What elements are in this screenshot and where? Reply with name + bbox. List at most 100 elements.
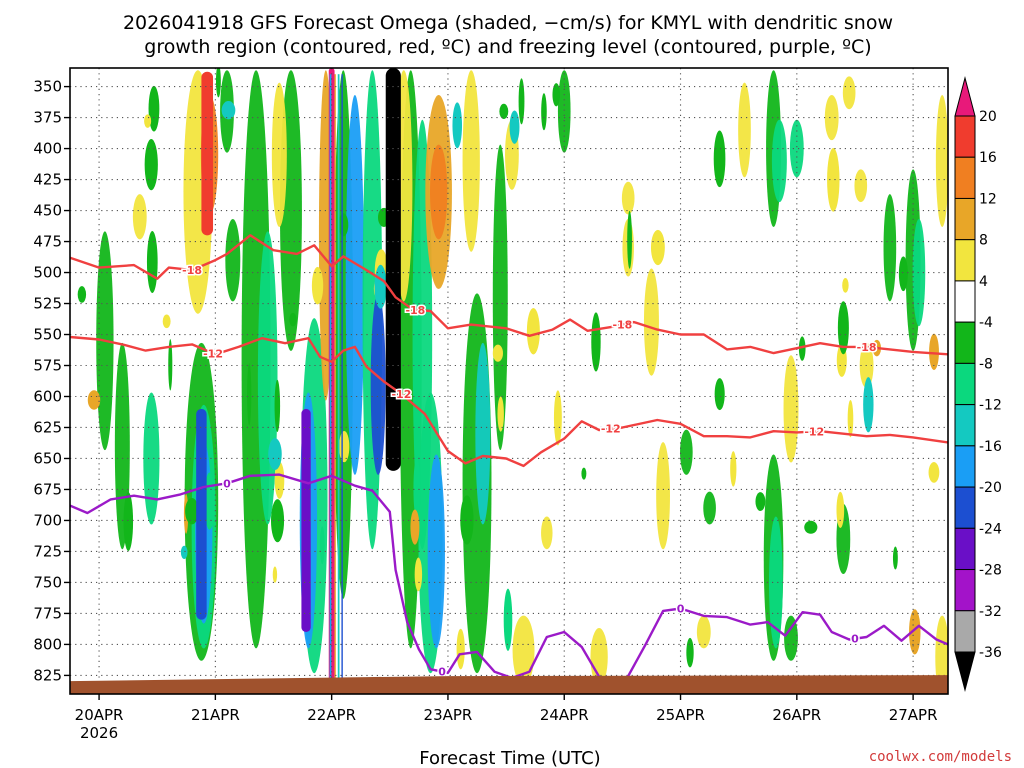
omega-patch-2 xyxy=(319,526,325,565)
colorbar-label-10: -24 xyxy=(979,521,1002,537)
y-tick-label-8: 550 xyxy=(33,326,62,344)
omega-blob-26 xyxy=(429,144,448,240)
freezing-level-0-label-2: 0 xyxy=(851,633,859,646)
y-tick-label-10: 600 xyxy=(33,387,62,405)
omega-patch-1 xyxy=(509,110,520,144)
omega-blob-38 xyxy=(680,429,693,475)
omega-patch-29 xyxy=(627,210,632,269)
omega-blob-56 xyxy=(935,615,948,694)
colorbar-swatch-3 xyxy=(954,197,976,241)
dgz-minus-18-label-1: -18 xyxy=(405,304,425,317)
y-tick-label-3: 425 xyxy=(33,171,62,189)
omega-patch-65 xyxy=(492,344,503,362)
omega-patch-19 xyxy=(929,333,939,371)
x-axis-title: Forecast Time (UTC) xyxy=(419,748,600,768)
omega-patch-42 xyxy=(270,499,285,543)
colorbar-swatch-9 xyxy=(954,445,976,488)
dgz-minus-18-label-3: -18 xyxy=(857,341,877,354)
omega-blob-50 xyxy=(842,76,856,110)
omega-patch-50 xyxy=(268,438,282,470)
omega-patch-57 xyxy=(714,378,725,411)
omega-patch-44 xyxy=(847,400,854,438)
omega-patch-39 xyxy=(928,462,940,483)
omega-patch-11 xyxy=(148,85,160,132)
title-line-2: growth region (contoured, red, ºC) and f… xyxy=(144,36,871,58)
omega-blob-52 xyxy=(883,194,897,302)
colorbar-label-1: 16 xyxy=(979,150,997,166)
omega-patch-33 xyxy=(503,588,513,651)
dgz-minus-12-label-2: -12 xyxy=(601,423,621,436)
omega-patch-61 xyxy=(374,264,387,309)
omega-patch-46 xyxy=(123,492,134,552)
colorbar-label-3: 8 xyxy=(979,233,988,249)
omega-blob-33 xyxy=(557,70,571,153)
omega-patch-68 xyxy=(804,520,818,534)
colorbar-top-arrow xyxy=(954,76,976,117)
y-tick-label-7: 525 xyxy=(33,295,62,313)
omega-patch-18 xyxy=(77,286,87,303)
y-tick-label-2: 400 xyxy=(33,140,62,158)
colorbar-swatch-8 xyxy=(954,404,976,447)
x-axis: 20APR 21APR 22APR 23APR 24APR 25APR 26APR 27APR… xyxy=(75,694,938,742)
omega-patch-69 xyxy=(339,430,350,463)
x-year-label: 2026 xyxy=(80,724,118,742)
ground-terrain xyxy=(70,675,948,694)
omega-patch-45 xyxy=(289,312,297,327)
omega-patch-7 xyxy=(274,379,281,432)
colorbar-swatch-10 xyxy=(954,486,976,529)
omega-patch-23 xyxy=(87,390,101,410)
omega-blob-3 xyxy=(132,194,147,240)
dgz-minus-12-line xyxy=(70,335,948,468)
y-tick-label-18: 800 xyxy=(33,635,62,653)
omega-patch-32 xyxy=(526,308,540,355)
colorbar-swatch-4 xyxy=(954,239,976,282)
x-tick-label-7: 27APR xyxy=(889,706,938,724)
omega-patch-60 xyxy=(842,278,849,293)
omega-patch-3 xyxy=(274,461,285,499)
omega-patch-56 xyxy=(553,390,562,446)
omega-blob-24 xyxy=(427,454,445,649)
colorbar-swatch-13 xyxy=(954,610,976,653)
omega-patch-35 xyxy=(863,377,874,433)
omega-patch-20 xyxy=(180,545,188,560)
plot-area: -18 -18 -18 -18 -12 -12 -12 -12 0 0 0 0 xyxy=(69,67,949,695)
colorbar-bottom-arrow xyxy=(954,651,976,692)
omega-blob-51 xyxy=(854,169,868,203)
y-tick-label-11: 625 xyxy=(33,418,62,436)
omega-blob-27 xyxy=(462,70,480,252)
dgz-minus-12-label-3: -12 xyxy=(804,426,824,439)
colorbar-swatch-6 xyxy=(954,321,976,364)
y-tick-label-1: 375 xyxy=(33,109,62,127)
omega-blob-12 xyxy=(271,82,287,227)
omega-streak-3 xyxy=(341,74,343,682)
omega-patch-43 xyxy=(414,557,423,592)
omega-patch-51 xyxy=(892,546,898,570)
colorbar-label-7: -12 xyxy=(979,398,1002,414)
freezing-level-0-label-3: 0 xyxy=(438,666,446,679)
omega-blob-19 xyxy=(370,293,386,475)
omega-patch-36 xyxy=(452,102,463,149)
omega-blob-49 xyxy=(824,94,839,141)
omega-patch-5 xyxy=(456,628,465,670)
chart-title: 2026041918 GFS Forecast Omega (shaded, −… xyxy=(123,12,893,58)
omega-blob-37 xyxy=(656,442,670,550)
y-tick-label-5: 475 xyxy=(33,233,62,251)
omega-patch-30 xyxy=(144,114,152,128)
omega-blob-48 xyxy=(783,355,799,463)
omega-streak-1 xyxy=(334,74,336,682)
colorbar-swatch-7 xyxy=(954,362,976,406)
omega-blob-35 xyxy=(621,181,635,215)
dgz-minus-12-label-1: -12 xyxy=(391,388,411,401)
omega-patch-47 xyxy=(162,314,171,329)
omega-blob-47 xyxy=(784,615,798,661)
omega-patch-13 xyxy=(798,336,806,361)
omega-blob-41 xyxy=(738,82,751,178)
colorbar-label-9: -20 xyxy=(979,480,1002,496)
x-tick-label-0: 20APR xyxy=(75,706,124,724)
colorbar-swatch-2 xyxy=(954,156,976,199)
omega-blob-62 xyxy=(225,218,241,302)
band-22apr-purple xyxy=(301,408,311,633)
dendritic-black-core xyxy=(385,68,401,471)
x-tick-label-6: 26APR xyxy=(772,706,821,724)
